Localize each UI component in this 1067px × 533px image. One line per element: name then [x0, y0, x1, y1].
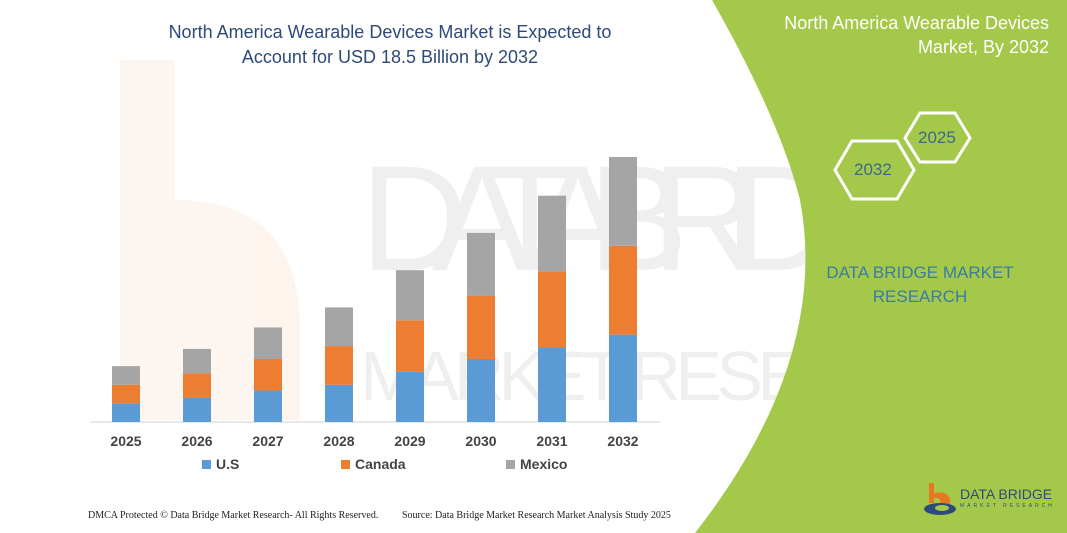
x-tick-label: 2030 — [465, 433, 496, 449]
bar-mexico-2029 — [396, 270, 424, 321]
logo-icon — [924, 483, 956, 515]
bar-mexico-2025 — [112, 366, 140, 385]
x-tick-label: 2028 — [323, 433, 354, 449]
x-tick-label: 2029 — [394, 433, 425, 449]
brand-text: DATA BRIDGE MARKET RESEARCH — [826, 263, 1014, 306]
logo-subtitle: MARKET RESEARCH — [960, 503, 1055, 509]
bar-us-2030 — [467, 358, 495, 422]
bar-us-2026 — [183, 397, 211, 422]
chart-title: North America Wearable Devices Market is… — [168, 22, 612, 67]
x-tick-label: 2031 — [536, 433, 567, 449]
legend-label: Mexico — [520, 456, 568, 472]
bar-us-2032 — [609, 334, 637, 422]
hexagon-2032 — [833, 139, 916, 201]
logo-name: DATA BRIDGE — [960, 486, 1053, 502]
bar-us-2025 — [112, 403, 140, 422]
bar-us-2029 — [396, 371, 424, 422]
hexagon-2025 — [903, 111, 972, 164]
x-tick-label: 2026 — [181, 433, 212, 449]
hex-label-2032: 2032 — [854, 160, 892, 179]
bar-us-2031 — [538, 347, 566, 422]
legend-item-mexico: Mexico — [506, 456, 567, 472]
x-tick-label: 2027 — [252, 433, 283, 449]
legend-swatch — [341, 459, 350, 469]
bar-mexico-2028 — [325, 307, 353, 347]
bar-us-2028 — [325, 384, 353, 422]
chart: 2025 2026 2027 2028 2029 2030 2031 2032 — [90, 157, 660, 449]
legend-item-canada: Canada — [341, 456, 406, 472]
green-panel — [695, 0, 1067, 533]
bar-us-2027 — [254, 390, 282, 422]
bar-canada-2025 — [112, 384, 140, 404]
legend-item-us: U.S — [202, 456, 239, 472]
footer-copyright: DMCA Protected © Data Bridge Market Rese… — [88, 510, 379, 521]
footer-source: Source: Data Bridge Market Research Mark… — [402, 510, 671, 521]
hex-label-2025: 2025 — [918, 128, 956, 147]
bar-canada-2027 — [254, 358, 282, 391]
bar-canada-2028 — [325, 346, 353, 385]
bar-mexico-2031 — [538, 195, 566, 272]
bar-canada-2029 — [396, 320, 424, 372]
legend-swatch — [506, 459, 515, 469]
bar-mexico-2027 — [254, 327, 282, 359]
bar-canada-2031 — [538, 271, 566, 348]
x-tick-label: 2032 — [607, 433, 638, 449]
bar-mexico-2032 — [609, 157, 637, 246]
legend-label: U.S — [216, 456, 240, 472]
x-tick-label: 2025 — [110, 433, 141, 449]
bar-canada-2026 — [183, 373, 211, 398]
bar-mexico-2026 — [183, 348, 211, 374]
legend-swatch — [202, 459, 211, 469]
bar-mexico-2030 — [467, 232, 495, 296]
legend-label: Canada — [355, 456, 406, 472]
bar-canada-2032 — [609, 245, 637, 335]
bar-canada-2030 — [467, 295, 495, 359]
side-panel-title: North America Wearable Devices Market, B… — [784, 13, 1049, 57]
